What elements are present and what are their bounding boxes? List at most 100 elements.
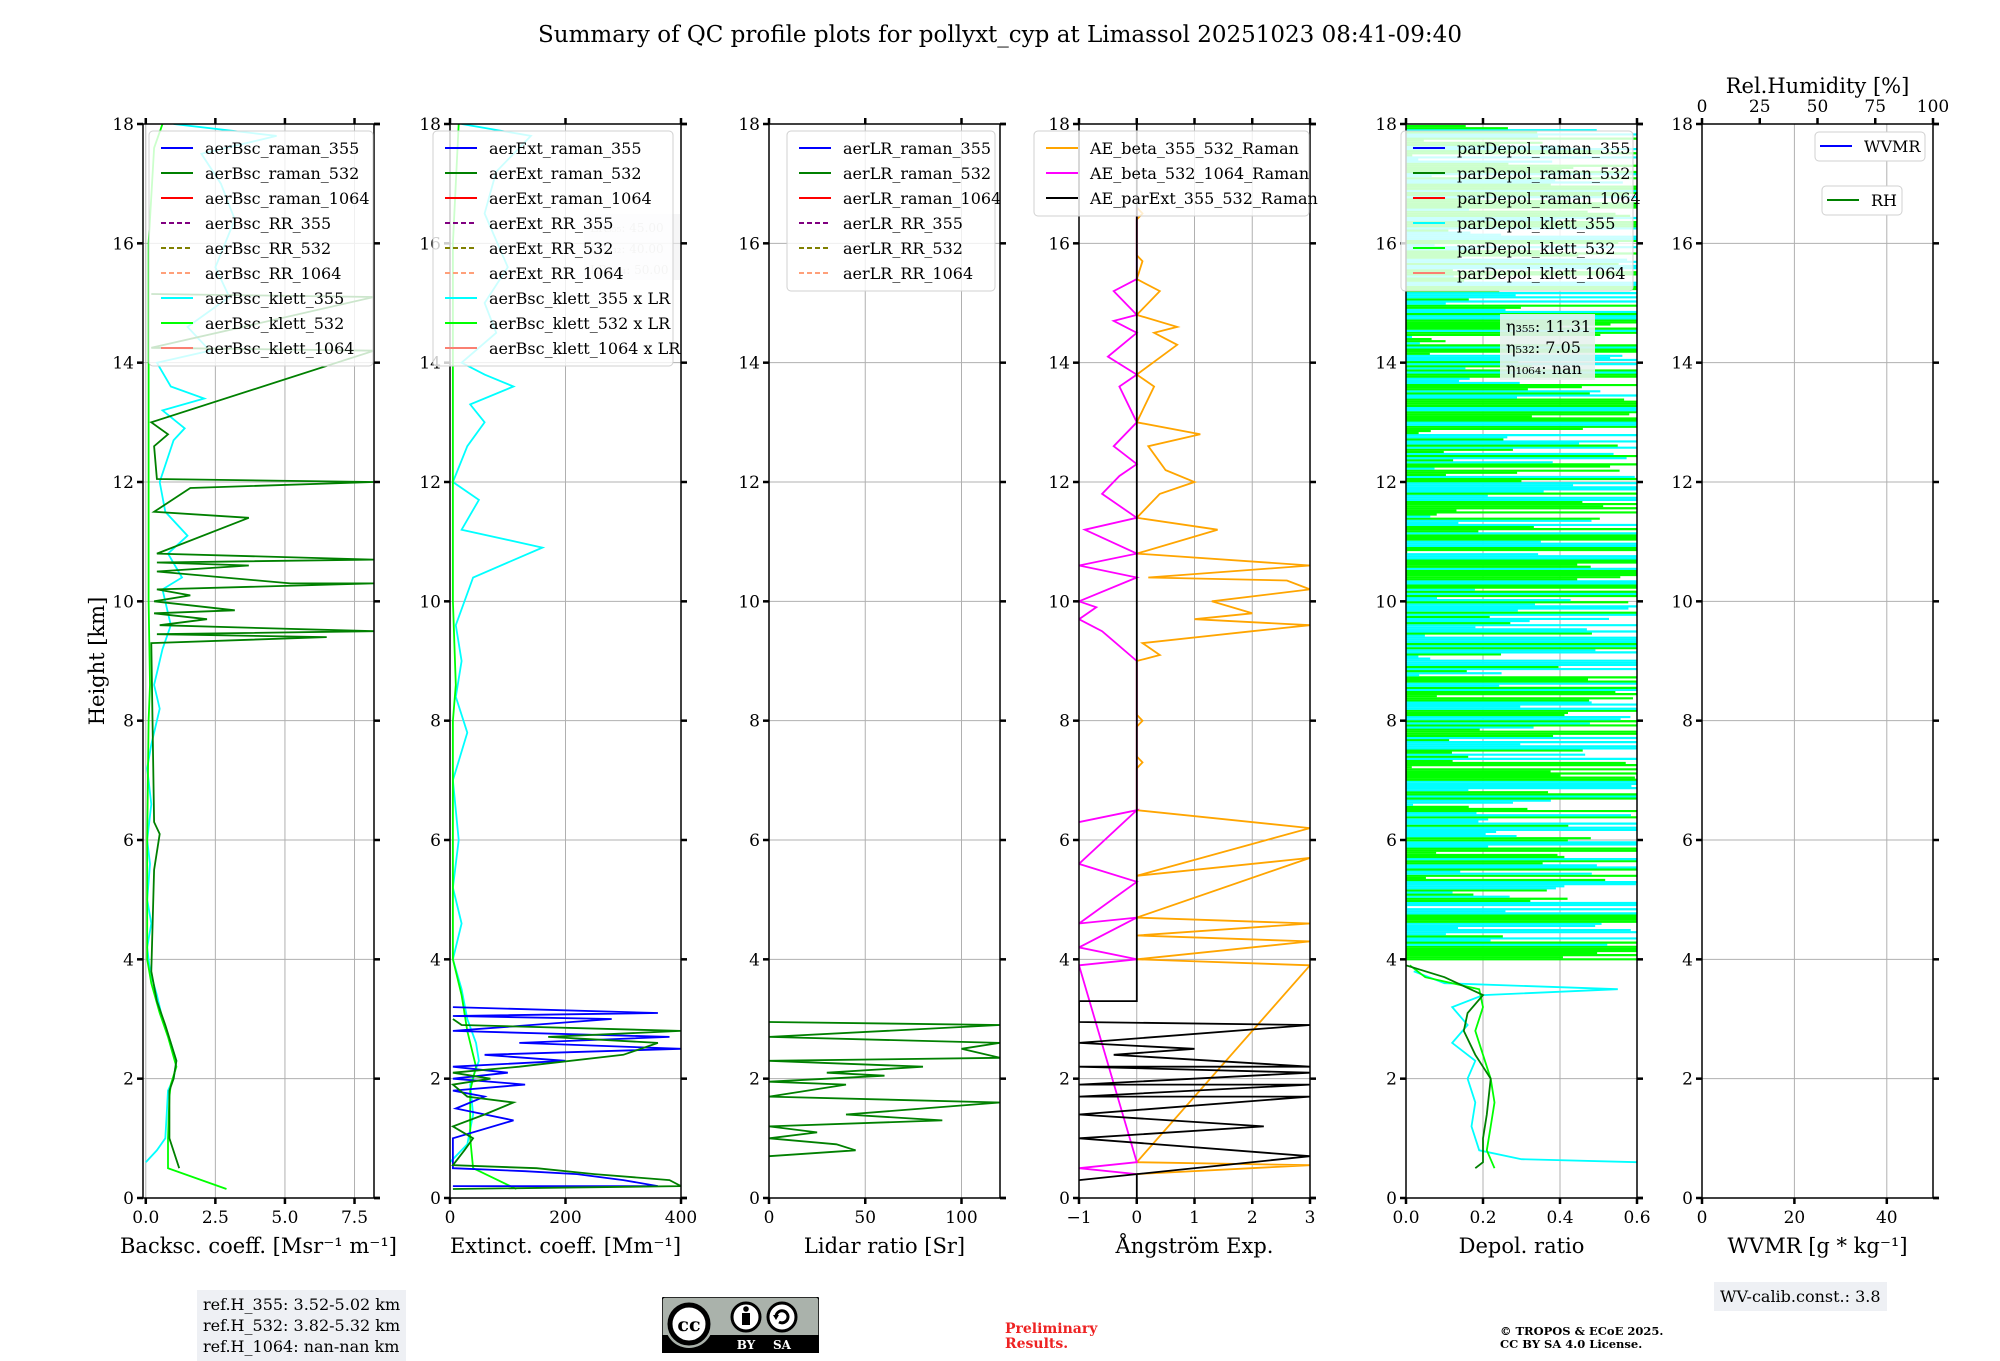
- x-tick-label: 5.0: [271, 1208, 298, 1228]
- axes-frame: [1701, 123, 1934, 1199]
- y-tick-label: 18: [419, 115, 441, 135]
- x-axis-label: Lidar ratio [Sr]: [804, 1234, 965, 1258]
- legend-item: aerBsc_raman_1064: [161, 189, 370, 208]
- preliminary-line-1: Preliminary: [1005, 1321, 1098, 1337]
- y-tick-label: 6: [749, 831, 760, 851]
- y-tick-label: 18: [738, 115, 760, 135]
- x-tick-label: 0: [1131, 1208, 1142, 1228]
- legend-item: aerLR_raman_1064: [799, 189, 1001, 208]
- legend-label: parDepol_raman_532: [1457, 164, 1630, 183]
- series-AE_beta_355_532_Raman: [1134, 206, 1310, 1175]
- legend-label: parDepol_klett_355: [1457, 214, 1615, 233]
- y-tick-label: 18: [1671, 115, 1693, 135]
- preliminary-results-note: Preliminary Results.: [1005, 1322, 1097, 1352]
- legend-label: aerLR_raman_532: [843, 164, 991, 183]
- y-tick-label: 16: [1671, 234, 1693, 254]
- y-tick-label: 10: [738, 592, 760, 612]
- y-tick-label: 8: [123, 712, 134, 732]
- legend-item: parDepol_klett_1064: [1413, 264, 1626, 283]
- legend-item: aerBsc_klett_355 x LR: [445, 289, 671, 308]
- x-tick-label: 0.0: [1392, 1208, 1419, 1228]
- wv-calibration-constant: WV-calib.const.: 3.8: [1720, 1287, 1881, 1306]
- y-tick-label: 0: [749, 1189, 760, 1209]
- y-tick-label: 10: [1048, 592, 1070, 612]
- top-x-tick-label: 25: [1749, 97, 1771, 117]
- legend-label: aerLR_raman_1064: [843, 189, 1001, 208]
- legend-item: RH: [1821, 185, 1903, 216]
- legend-item: WVMR: [1814, 131, 1926, 162]
- legend-label: aerExt_RR_532: [489, 239, 613, 258]
- y-tick-label: 6: [1059, 831, 1070, 851]
- series-parDepol_raman_532: [1406, 964, 1492, 1169]
- y-tick-label: 12: [1048, 473, 1070, 493]
- annotation-line: η₁₀₆₄: nan: [1506, 359, 1582, 378]
- y-tick-label: 2: [749, 1070, 760, 1090]
- y-tick-label: 16: [738, 234, 760, 254]
- series-aerExt_raman_355: [452, 1006, 681, 1187]
- legend-item: AE_beta_532_1064_Raman: [1046, 164, 1309, 183]
- legend-item: aerExt_RR_1064: [445, 264, 624, 283]
- y-tick-label: 14: [112, 354, 134, 374]
- x-tick-label: 50: [854, 1208, 876, 1228]
- y-tick-label: 14: [1671, 354, 1693, 374]
- y-tick-label: 10: [419, 592, 441, 612]
- x-tick-label: 0: [445, 1208, 456, 1228]
- subplot-1: 0 2 4 6 8 10 12 14 16 18 0.0 2.5 5.0 7.5 Backsc. coeff…: [85, 115, 397, 1258]
- legend-label: aerLR_raman_355: [843, 139, 991, 158]
- series-aerExt_raman_532: [450, 1018, 681, 1190]
- legend-item: aerLR_RR_355: [799, 214, 963, 233]
- x-tick-label: 0: [1697, 1208, 1708, 1228]
- y-tick-label: 2: [1386, 1070, 1397, 1090]
- subplot-5: 0 2 4 6 8 10 12 14 16 18 0.0 0.2 0.4 0.6 Depol. ratio η…: [1375, 115, 1650, 1258]
- legend-item: parDepol_klett_355: [1413, 214, 1615, 233]
- legend-item: aerBsc_RR_1064: [161, 264, 341, 283]
- legend-item: parDepol_raman_532: [1413, 164, 1630, 183]
- y-tick-label: 8: [1059, 712, 1070, 732]
- legend-frame: [786, 130, 996, 292]
- legend-item: aerLR_raman_355: [799, 139, 991, 158]
- legend-label: parDepol_klett_1064: [1457, 264, 1626, 283]
- legend-item: aerExt_raman_532: [445, 164, 642, 183]
- legend-label: aerBsc_RR_1064: [205, 264, 341, 283]
- legend-label: aerBsc_raman_1064: [205, 189, 370, 208]
- legend-item: aerBsc_klett_532 x LR: [445, 314, 671, 333]
- series-aerBsc_raman_532: [149, 293, 374, 1169]
- legend-item: aerBsc_klett_1064 x LR: [445, 339, 681, 358]
- x-tick-label: 7.5: [341, 1208, 368, 1228]
- legend-label: aerExt_raman_532: [489, 164, 642, 183]
- legend-frame: [1821, 185, 1903, 216]
- x-tick-label: 400: [665, 1208, 697, 1228]
- legend: WVMR RH: [1814, 131, 1926, 216]
- y-tick-label: 6: [1386, 831, 1397, 851]
- cc-by-label: BY: [737, 1338, 756, 1352]
- legend-item: aerBsc_klett_355: [161, 289, 344, 308]
- legend-item: AE_parExt_355_532_Raman: [1046, 189, 1318, 208]
- legend-label: aerExt_raman_1064: [489, 189, 652, 208]
- legend-label: aerBsc_klett_1064 x LR: [489, 339, 681, 358]
- y-tick-label: 2: [430, 1070, 441, 1090]
- legend-label: aerBsc_RR_355: [205, 214, 331, 233]
- x-tick-label: 200: [549, 1208, 581, 1228]
- figure-title: Summary of QC profile plots for pollyxt_…: [538, 22, 1462, 48]
- legend: aerBsc_raman_355 aerBsc_raman_532 aerBsc_r…: [148, 130, 374, 367]
- y-axis-label: Height [km]: [85, 597, 109, 726]
- y-tick-label: 2: [123, 1070, 134, 1090]
- y-tick-label: 0: [123, 1189, 134, 1209]
- legend-item: aerLR_RR_1064: [799, 264, 973, 283]
- legend-label: parDepol_raman_1064: [1457, 189, 1641, 208]
- series-aerLR_raman_532: [769, 1021, 1000, 1158]
- y-tick-label: 16: [1375, 234, 1397, 254]
- y-tick-label: 0: [1682, 1189, 1693, 1209]
- y-tick-label: 6: [430, 831, 441, 851]
- y-tick-label: 16: [1048, 234, 1070, 254]
- top-x-tick-label: 50: [1807, 97, 1829, 117]
- y-tick-label: 10: [112, 592, 134, 612]
- legend-label: WVMR: [1864, 137, 1921, 156]
- annotation-line: η₃₅₅: 11.31: [1506, 317, 1591, 336]
- legend-item: parDepol_raman_1064: [1413, 189, 1641, 208]
- copyright-line-2: CC BY SA 4.0 License.: [1500, 1337, 1643, 1351]
- legend-label: RH: [1871, 191, 1897, 210]
- x-tick-label: 20: [1784, 1208, 1806, 1228]
